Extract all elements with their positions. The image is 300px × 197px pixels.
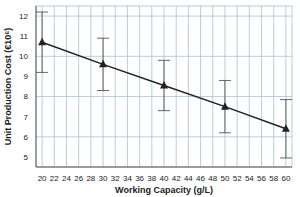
svg-text:10: 10 — [19, 52, 28, 61]
svg-text:44: 44 — [184, 174, 193, 183]
svg-text:54: 54 — [245, 174, 254, 183]
svg-text:56: 56 — [257, 174, 266, 183]
svg-text:52: 52 — [233, 174, 242, 183]
svg-text:8: 8 — [24, 92, 29, 101]
svg-text:28: 28 — [86, 174, 95, 183]
svg-text:Unit Production Cost (€10⁶): Unit Production Cost (€10⁶) — [8, 28, 13, 146]
svg-text:42: 42 — [172, 174, 181, 183]
svg-text:7: 7 — [24, 113, 29, 122]
svg-text:Working Capacity (g/L): Working Capacity (g/L) — [115, 185, 213, 195]
svg-text:22: 22 — [50, 174, 59, 183]
svg-text:5: 5 — [24, 153, 29, 162]
svg-text:32: 32 — [111, 174, 120, 183]
svg-text:34: 34 — [123, 174, 132, 183]
svg-text:20: 20 — [38, 174, 47, 183]
svg-text:38: 38 — [147, 174, 156, 183]
svg-text:11: 11 — [20, 32, 29, 41]
svg-text:26: 26 — [74, 174, 83, 183]
svg-text:48: 48 — [208, 174, 217, 183]
svg-text:60: 60 — [281, 174, 290, 183]
svg-text:6: 6 — [24, 133, 29, 142]
svg-text:50: 50 — [220, 174, 229, 183]
svg-text:24: 24 — [62, 174, 71, 183]
svg-text:9: 9 — [24, 72, 29, 81]
svg-text:58: 58 — [269, 174, 278, 183]
svg-text:40: 40 — [160, 174, 169, 183]
svg-text:36: 36 — [135, 174, 144, 183]
svg-text:12: 12 — [19, 12, 28, 21]
svg-text:30: 30 — [99, 174, 108, 183]
svg-text:46: 46 — [196, 174, 205, 183]
